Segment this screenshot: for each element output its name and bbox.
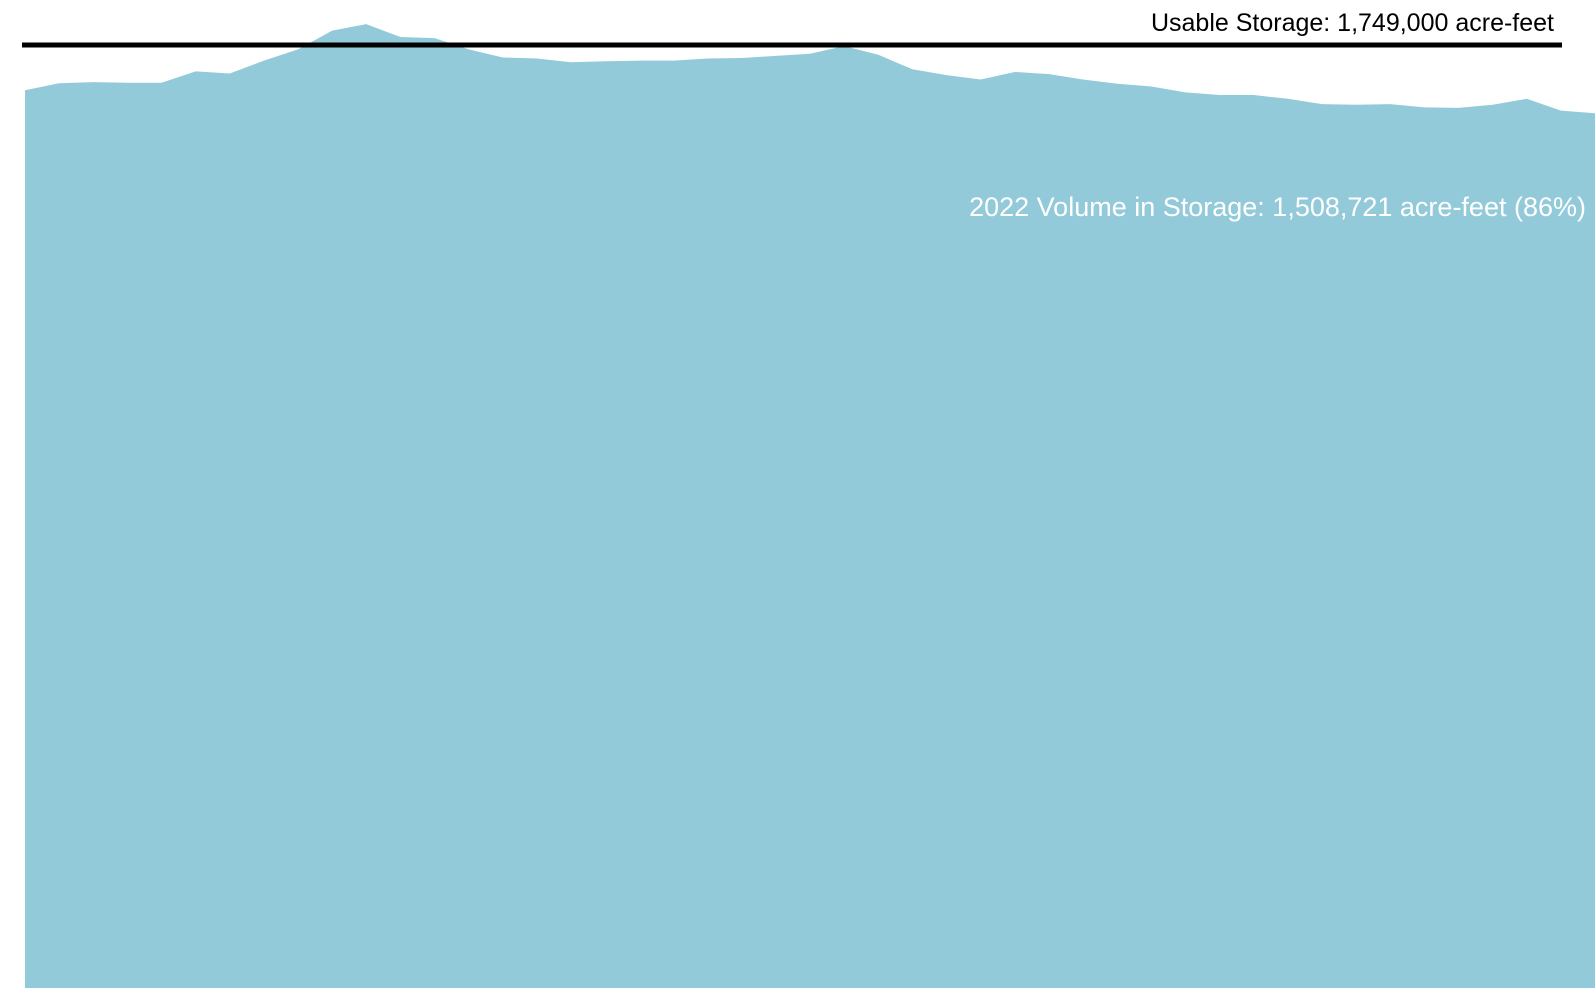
volume-in-storage-label: 2022 Volume in Storage: 1,508,721 acre-f… [969,192,1586,222]
usable-storage-label: Usable Storage: 1,749,000 acre-feet [1151,9,1554,37]
storage-volume-area [25,24,1595,988]
